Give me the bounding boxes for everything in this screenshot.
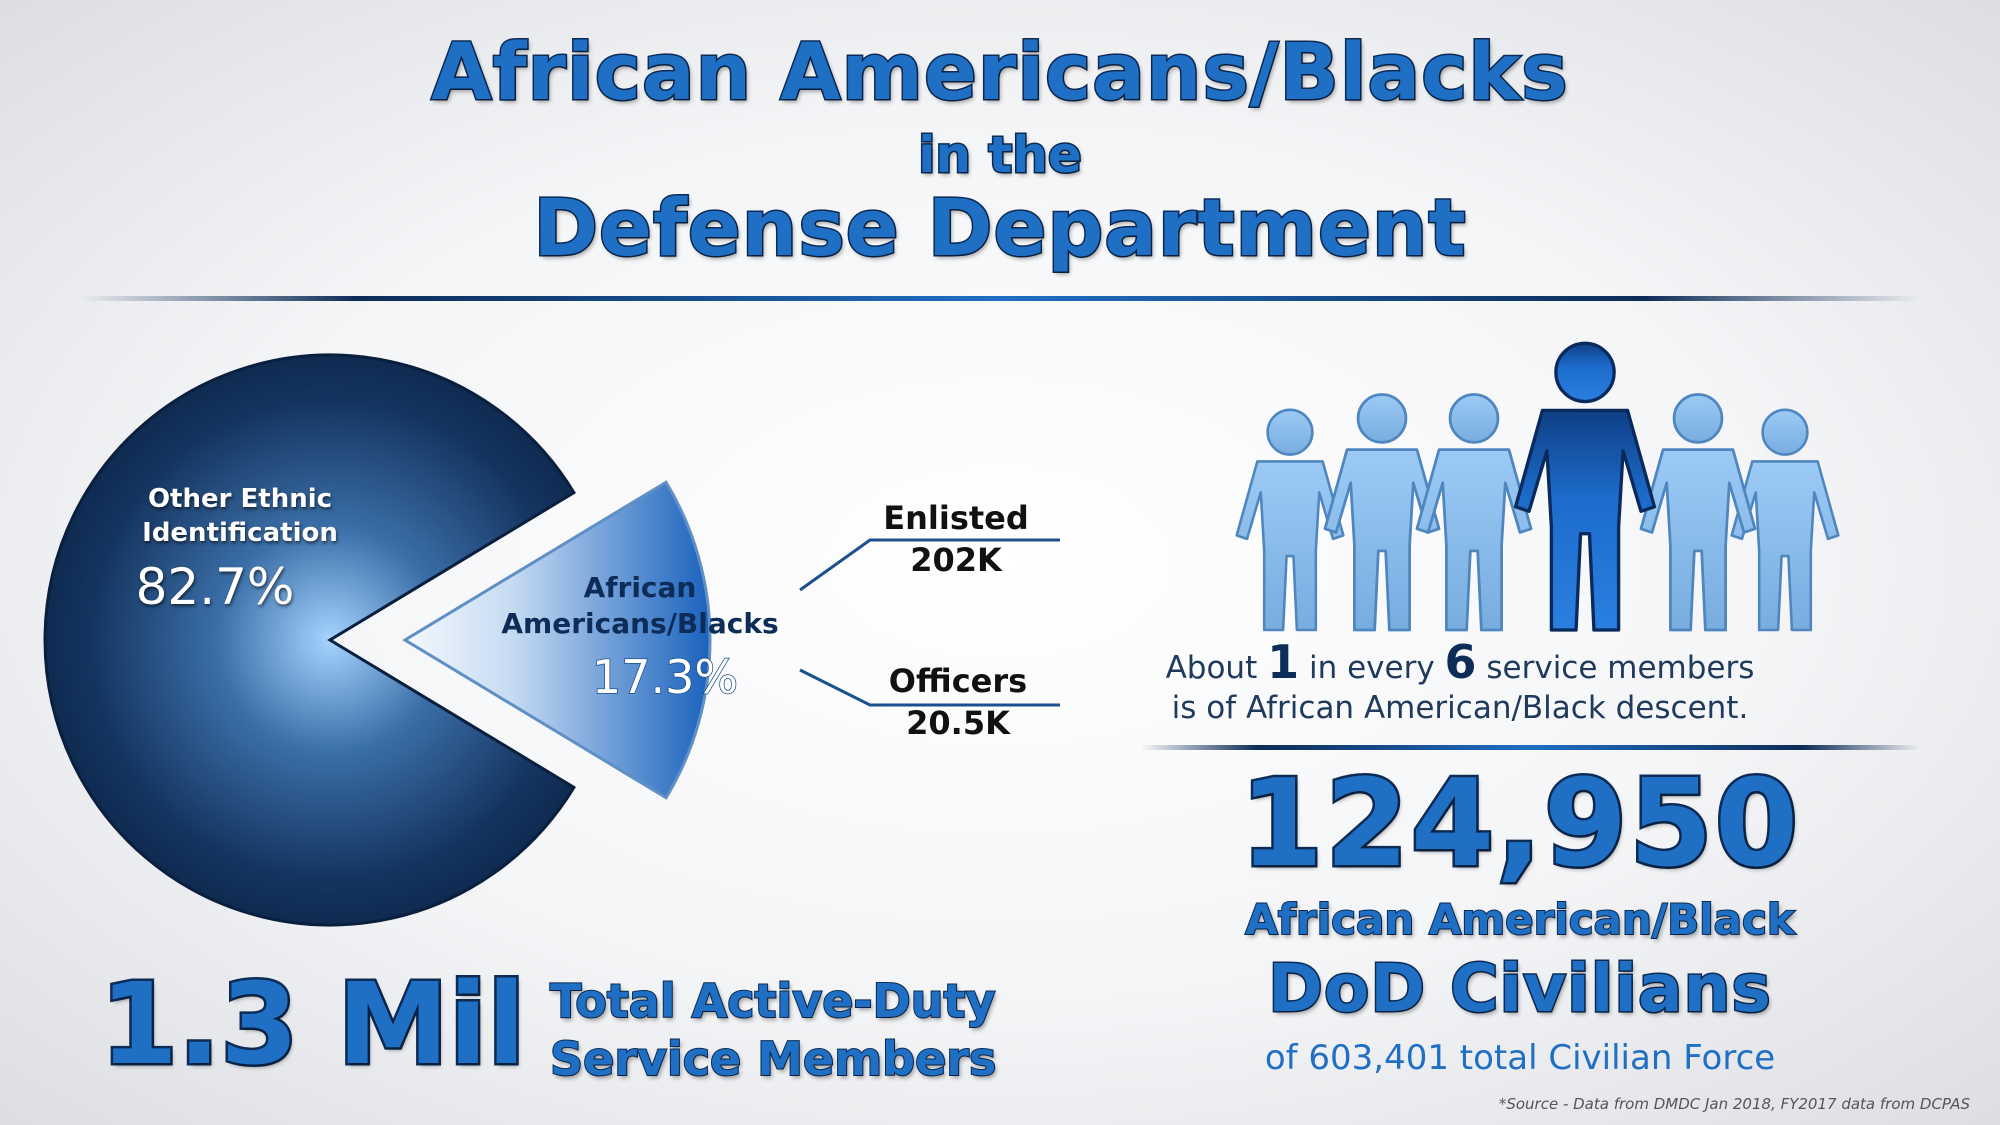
pie-slice-african-american bbox=[402, 480, 712, 800]
african-american-label-line2: Americans/Blacks bbox=[501, 607, 779, 640]
title-line-2: in the bbox=[917, 125, 1084, 186]
enlisted-value: 202K bbox=[910, 541, 1002, 579]
people-group-icon bbox=[1235, 341, 1840, 632]
person-icon bbox=[1415, 393, 1533, 632]
ratio-prefix: About bbox=[1165, 650, 1268, 686]
active-duty-count: 1.3 Mil bbox=[98, 958, 529, 1093]
person-icon bbox=[1639, 393, 1757, 632]
pie-chart bbox=[43, 353, 1060, 927]
source-note: *Source - Data from DMDC Jan 2018, FY201… bbox=[1498, 1095, 1970, 1113]
officers-breakdown: Officers 20.5K bbox=[858, 660, 1058, 744]
civilian-divider bbox=[1140, 745, 1920, 750]
ratio-mid: in every bbox=[1299, 650, 1445, 686]
enlisted-label: Enlisted bbox=[883, 499, 1029, 537]
active-duty-label: Total Active-Duty Service Members bbox=[549, 972, 997, 1088]
title-line-1: African Americans/Blacks bbox=[430, 27, 1569, 120]
pie-slice-other bbox=[43, 353, 576, 927]
enlisted-leader-line bbox=[799, 538, 1060, 592]
african-american-label: African Americans/Blacks bbox=[490, 570, 790, 642]
ratio-statement: About 1 in every 6 service members is of… bbox=[1150, 639, 1770, 728]
civilian-label-2: DoD Civilians bbox=[1267, 949, 1773, 1029]
active-duty-label-line1: Total Active-Duty bbox=[549, 973, 997, 1029]
civilian-count: 124,950 bbox=[1237, 755, 1801, 894]
ratio-number-1: 1 bbox=[1267, 635, 1300, 689]
active-duty-label-line2: Service Members bbox=[549, 1031, 997, 1087]
civilian-total: of 603,401 total Civilian Force bbox=[1264, 1038, 1776, 1078]
other-ethnic-label: Other Ethnic Identification bbox=[100, 482, 380, 550]
ratio-suffix: service members bbox=[1476, 650, 1755, 686]
officers-leader-line bbox=[799, 668, 1060, 707]
ratio-number-6: 6 bbox=[1444, 635, 1477, 689]
header-divider bbox=[80, 296, 1920, 301]
ratio-line-1: About 1 in every 6 service members bbox=[1150, 639, 1770, 688]
person-icon bbox=[1235, 408, 1345, 632]
title-line-3: Defense Department bbox=[532, 183, 1467, 276]
officers-value: 20.5K bbox=[906, 704, 1010, 742]
other-ethnic-label-line2: Identification bbox=[142, 518, 338, 548]
enlisted-breakdown: Enlisted 202K bbox=[856, 497, 1056, 581]
ratio-line-2: is of African American/Black descent. bbox=[1171, 690, 1749, 726]
african-american-value: 17.3% bbox=[591, 649, 739, 705]
person-icon bbox=[1323, 393, 1441, 632]
other-ethnic-value: 82.7% bbox=[135, 558, 295, 616]
person-highlighted-icon bbox=[1513, 341, 1657, 632]
officers-label: Officers bbox=[888, 662, 1028, 700]
person-icon bbox=[1730, 408, 1840, 632]
other-ethnic-label-line1: Other Ethnic bbox=[147, 484, 333, 514]
civilian-label-1: African American/Black bbox=[1244, 894, 1796, 945]
african-american-label-line1: African bbox=[583, 571, 697, 604]
